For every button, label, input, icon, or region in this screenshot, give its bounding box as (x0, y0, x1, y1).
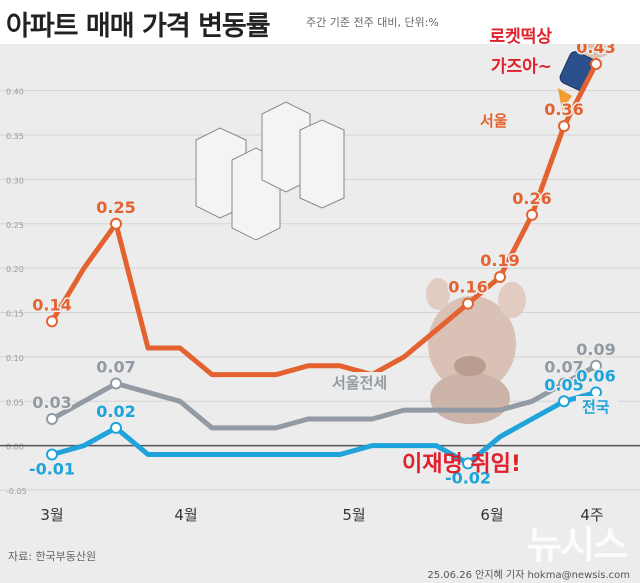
data-point (558, 120, 570, 133)
y-tick-label: 0.35 (6, 132, 24, 141)
grid: 0.40 0.35 0.30 0.25 0.20 0.15 0.10 0.05 0.00 -0.0… (0, 88, 640, 496)
data-label: 0.25 (96, 198, 135, 217)
data-label: 0.36 (544, 100, 583, 119)
series-lines (49, 62, 599, 466)
watermark-logo: 뉴시스 (527, 523, 628, 567)
y-tick-label: 0.30 (6, 176, 24, 185)
source-note: 자료: 한국부동산원 (8, 550, 97, 563)
data-label: 0.16 (448, 278, 487, 297)
data-point (494, 271, 506, 283)
series-line (51, 389, 597, 466)
data-label: 0.43 (576, 44, 615, 57)
x-tick-label: 5월 (342, 506, 365, 524)
line-chart: 0.40 0.35 0.30 0.25 0.20 0.15 0.10 0.05 0.00 -0.0… (0, 44, 640, 524)
series-name: 서울전세 (332, 374, 387, 392)
data-point (526, 208, 538, 221)
x-tick-label: 4주 (580, 506, 603, 524)
rocket-pig-icon (558, 44, 616, 110)
y-tick-label: 0.40 (6, 88, 24, 97)
event-annotation: 이재명 취임! (402, 452, 521, 477)
chart-subtitle: 주간 기준 전주 대비, 단위:% (306, 16, 439, 29)
data-label: 0.07 (96, 358, 135, 377)
data-label: 0.02 (96, 402, 135, 421)
y-tick-label: 0.10 (6, 354, 24, 363)
rocket-annotation: 로켓떡상 가즈아~ (489, 27, 552, 77)
y-tick-label: -0.05 (6, 487, 27, 496)
data-label: -0.01 (29, 460, 75, 479)
data-point (558, 395, 570, 408)
data-point (590, 359, 602, 372)
series-line (49, 62, 599, 378)
x-tick-label: 4월 (174, 506, 197, 524)
data-label: 0.06 (576, 366, 615, 385)
data-label: 0.14 (32, 295, 71, 314)
credit-note: 25.06.26 안지혜 기자 hokma@newsis.com (427, 570, 630, 581)
apartment-illustration (195, 44, 616, 424)
data-label: 0.26 (512, 189, 551, 208)
data-label: 0.19 (480, 251, 519, 270)
y-tick-label: 0.15 (6, 310, 24, 319)
series-line (50, 363, 598, 431)
series-name: 전국 (582, 398, 610, 416)
data-point (46, 413, 58, 425)
series-name-bg (576, 396, 618, 418)
data-point (110, 421, 122, 434)
data-point (590, 58, 602, 70)
series-name-bg (326, 372, 398, 394)
data-point (110, 377, 122, 390)
data-point (558, 377, 570, 390)
building-icon (195, 101, 345, 241)
y-tick-label: 0.00 (6, 443, 24, 452)
series-name-bg (474, 110, 516, 132)
data-point (46, 315, 58, 328)
data-point (110, 217, 122, 230)
data-point (462, 297, 474, 310)
series-name: 서울 (480, 112, 508, 130)
data-label: 0.07 (544, 358, 583, 377)
y-tick-label: 0.25 (6, 221, 24, 230)
x-tick-label: 6월 (480, 506, 503, 524)
data-point (46, 448, 58, 461)
x-axis: 3월 4월 5월 6월 4주 (40, 506, 603, 524)
data-label: 0.09 (576, 340, 615, 359)
data-label: 0.05 (544, 375, 583, 394)
data-point (590, 386, 602, 399)
y-tick-label: 0.05 (6, 398, 24, 407)
data-point (462, 457, 474, 470)
y-tick-label: 0.20 (6, 265, 24, 274)
x-tick-label: 3월 (40, 506, 63, 524)
data-label: -0.02 (445, 468, 491, 487)
chart-title: 아파트 매매 가격 변동률 (6, 11, 271, 42)
series-markers (46, 58, 602, 470)
title-bar: 아파트 매매 가격 변동률 주간 기준 전주 대비, 단위:% (0, 0, 640, 44)
data-labels: 0.14 0.25 0.16 0.19 0.26 0.36 0.43 0.03 0.07 0.07… (27, 44, 617, 489)
data-label: 0.03 (32, 393, 71, 412)
